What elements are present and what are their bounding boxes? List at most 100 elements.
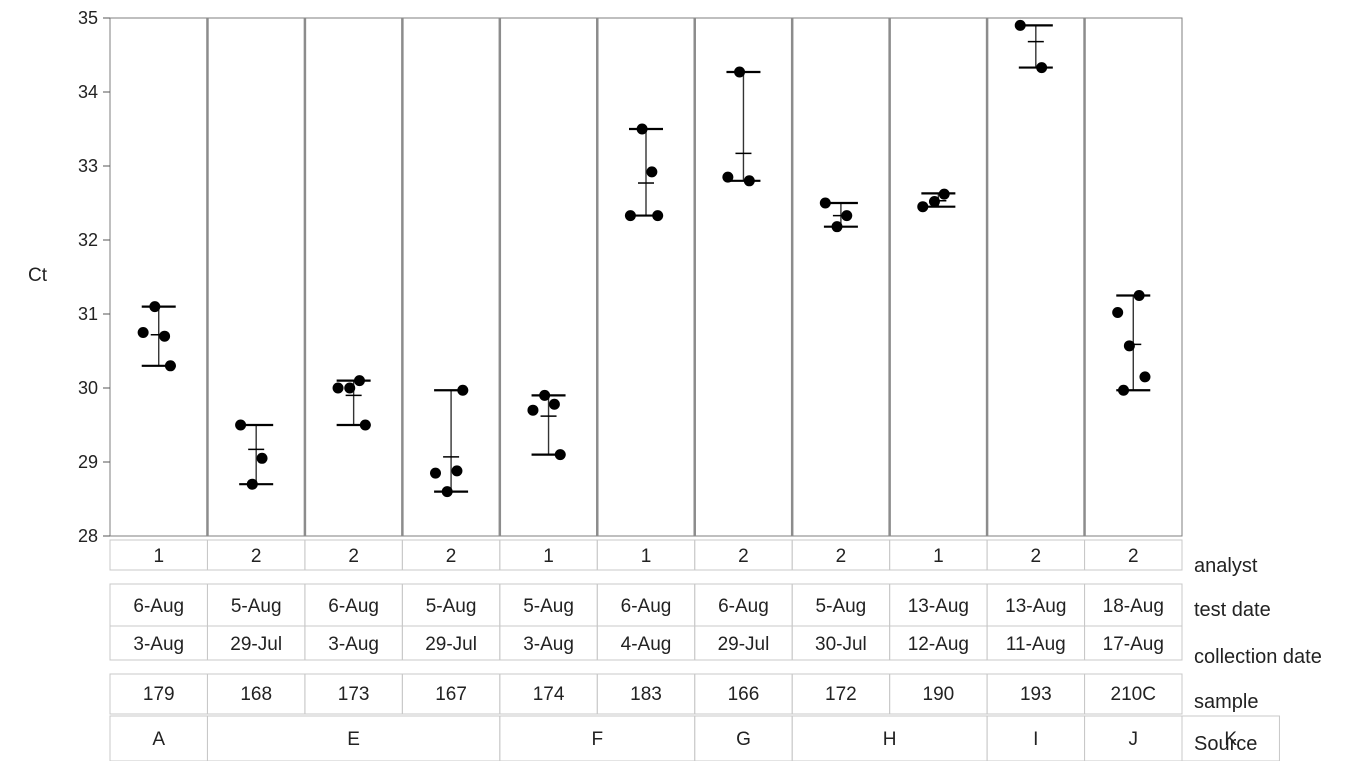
- y-tick-label: 30: [78, 378, 98, 398]
- plot-frame: [109, 17, 1183, 537]
- data-point: [1112, 307, 1124, 319]
- collection_date-value: 29-Jul: [718, 634, 770, 655]
- data-point: [743, 175, 755, 187]
- data-point: [159, 330, 171, 342]
- analyst-value: 1: [933, 546, 944, 567]
- sample-value: 168: [240, 684, 272, 705]
- data-point: [548, 398, 560, 410]
- source-row-title: Source: [1194, 733, 1257, 755]
- collection-date-row-title: collection date: [1194, 646, 1322, 668]
- test_date-value: 6-Aug: [718, 596, 769, 617]
- test_date-value: 6-Aug: [133, 596, 184, 617]
- data-point: [831, 221, 843, 233]
- analyst-value: 2: [1128, 546, 1139, 567]
- sample-value: 172: [825, 684, 857, 705]
- y-tick-label: 28: [78, 526, 98, 546]
- collection_date-value: 3-Aug: [523, 634, 574, 655]
- data-point: [722, 171, 734, 183]
- test_date-value: 5-Aug: [816, 596, 867, 617]
- test_date-value: 5-Aug: [426, 596, 477, 617]
- test_date-value: 18-Aug: [1103, 596, 1164, 617]
- test_date-value: 13-Aug: [908, 596, 969, 617]
- collection_date-value: 12-Aug: [908, 634, 969, 655]
- data-point: [917, 201, 929, 213]
- analyst-value: 2: [348, 546, 359, 567]
- data-point: [1036, 62, 1048, 74]
- analyst-row-title: analyst: [1194, 555, 1258, 577]
- data-point: [256, 452, 268, 464]
- grouping-table: 1 2 2 2 1 1 2 2 1 2 2 analyst 6-Aug 5-Aug 6-Aug 5-Aug 5-…: [109, 539, 1322, 761]
- data-point: [441, 486, 453, 498]
- analyst-value: 2: [836, 546, 847, 567]
- y-tick-label: 31: [78, 304, 98, 324]
- source-value: A: [152, 729, 165, 750]
- data-point: [938, 188, 950, 200]
- test_date-value: 6-Aug: [621, 596, 672, 617]
- range-bars: [141, 24, 1151, 493]
- analyst-value: 2: [446, 546, 457, 567]
- analyst-value: 2: [738, 546, 749, 567]
- collection_date-value: 17-Aug: [1103, 634, 1164, 655]
- data-point: [819, 197, 831, 209]
- data-point: [332, 382, 344, 394]
- data-point: [734, 66, 746, 78]
- collection_date-value: 3-Aug: [133, 634, 184, 655]
- source-value: K: [1224, 729, 1237, 750]
- data-point: [646, 166, 658, 178]
- data-point: [928, 196, 940, 208]
- table-cell: [1181, 715, 1280, 761]
- data-point: [1139, 371, 1151, 383]
- collection_date-value: 29-Jul: [230, 634, 282, 655]
- sample-value: 183: [630, 684, 662, 705]
- source-value: J: [1129, 729, 1139, 750]
- test-date-row-title: test date: [1194, 599, 1271, 621]
- sample-value: 179: [143, 684, 175, 705]
- data-point: [1133, 290, 1145, 301]
- sample-value: 210C: [1111, 684, 1156, 705]
- source-value: G: [736, 729, 751, 750]
- data-point: [1123, 340, 1135, 352]
- data-point: [527, 404, 539, 416]
- data-point: [457, 384, 469, 396]
- data-point: [554, 449, 566, 461]
- data-point: [1118, 384, 1130, 396]
- table-cell: [1084, 673, 1183, 715]
- data-point: [429, 467, 441, 479]
- data-points: [137, 19, 1151, 498]
- data-point: [451, 465, 463, 477]
- collection_date-value: 30-Jul: [815, 634, 867, 655]
- data-point: [137, 327, 149, 338]
- data-point: [841, 210, 853, 222]
- y-tick-label: 34: [78, 82, 98, 102]
- collection_date-value: 4-Aug: [621, 634, 672, 655]
- table-cell: [1084, 539, 1183, 571]
- source-value: E: [347, 729, 360, 750]
- data-point: [344, 382, 356, 394]
- data-point: [235, 419, 247, 431]
- y-axis: 28 29 30 31 32 33 34 35: [78, 8, 110, 546]
- sample-row-title: sample: [1194, 691, 1258, 713]
- data-point: [652, 210, 664, 222]
- source-value: I: [1033, 729, 1038, 750]
- sample-value: 193: [1020, 684, 1052, 705]
- sample-value: 166: [728, 684, 760, 705]
- y-tick-label: 32: [78, 230, 98, 250]
- analyst-value: 2: [251, 546, 262, 567]
- collection_date-value: 11-Aug: [1006, 634, 1066, 655]
- test_date-value: 5-Aug: [231, 596, 282, 617]
- sample-value: 173: [338, 684, 370, 705]
- y-tick-label: 29: [78, 452, 98, 472]
- analyst-value: 2: [1031, 546, 1042, 567]
- y-tick-label: 33: [78, 156, 98, 176]
- source-value: H: [883, 729, 897, 750]
- test_date-value: 5-Aug: [523, 596, 574, 617]
- table-cell: [1084, 625, 1183, 661]
- sample-value: 190: [923, 684, 955, 705]
- data-point: [539, 389, 551, 401]
- y-tick-label: 35: [78, 8, 98, 28]
- test_date-value: 13-Aug: [1005, 596, 1066, 617]
- source-value: F: [591, 729, 603, 750]
- data-point: [1014, 19, 1026, 31]
- data-point: [359, 419, 371, 431]
